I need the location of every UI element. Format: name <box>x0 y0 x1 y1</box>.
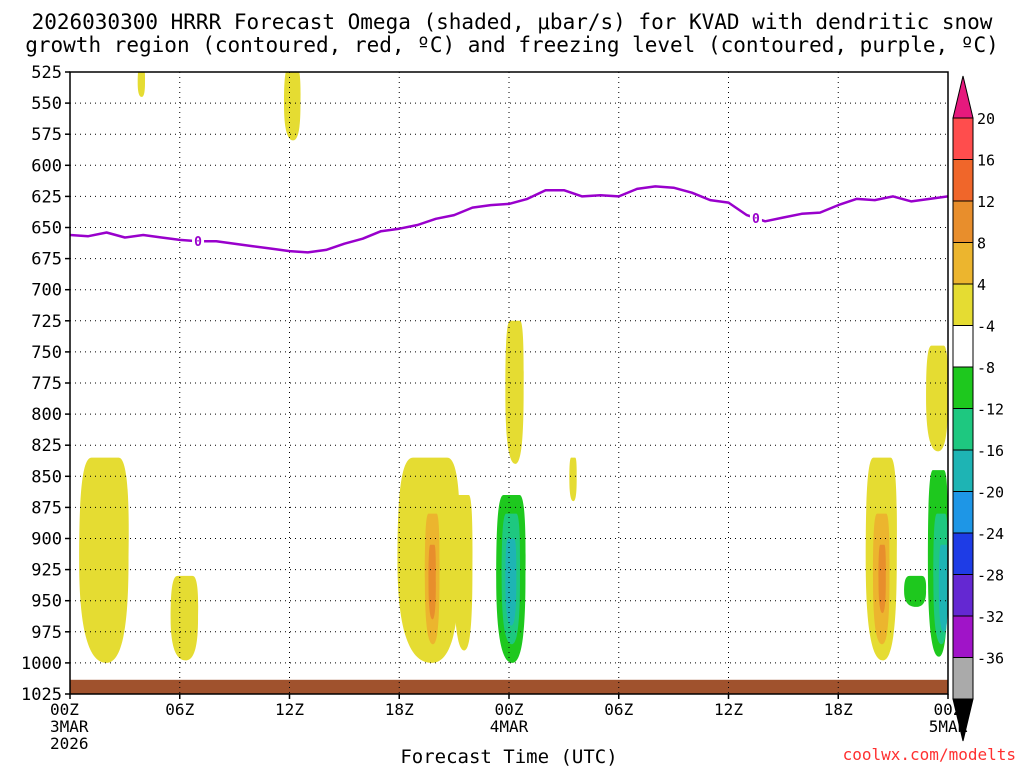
y-tick-label: 825 <box>31 436 62 456</box>
x-tick-label: 06Z <box>165 700 194 719</box>
x-tick-label: 12Z <box>714 700 743 719</box>
freezing-level-label-bg <box>749 210 762 227</box>
colorbar-label: -12 <box>977 401 1004 419</box>
colorbar-label: -32 <box>977 608 1004 626</box>
colorbar-bin <box>952 325 974 368</box>
y-tick-label: 525 <box>31 63 62 83</box>
y-tick-label: 650 <box>31 219 62 239</box>
omega-region <box>904 575 927 607</box>
freezing-level-label: 0 <box>194 235 202 250</box>
y-tick-label: 800 <box>31 405 62 425</box>
colorbar-bin <box>952 283 974 326</box>
colorbar-label: 12 <box>977 193 995 211</box>
y-tick-label: 725 <box>31 312 62 332</box>
chart-title-line-1: 2026030300 HRRR Forecast Omega (shaded, … <box>31 10 993 34</box>
y-tick-label: 750 <box>31 343 62 363</box>
colorbar-label: -24 <box>977 525 1004 543</box>
y-tick-label: 900 <box>31 530 62 550</box>
y-tick-label: 550 <box>31 94 62 114</box>
chart-title-line-2: growth region (contoured, red, ºC) and f… <box>25 33 999 57</box>
x-axis-title: Forecast Time (UTC) <box>400 746 617 768</box>
colorbar-bin <box>952 491 974 534</box>
y-tick-label: 600 <box>31 156 62 176</box>
y-tick-label: 850 <box>31 467 62 487</box>
y-tick-label: 975 <box>31 623 62 643</box>
colorbar-bin <box>952 200 974 243</box>
omega-region <box>454 494 473 651</box>
colorbar-bin <box>952 366 974 409</box>
y-tick-label: 675 <box>31 250 62 270</box>
freezing-level-label: 0 <box>752 212 760 227</box>
colorbar-bottom-arrow <box>952 698 974 742</box>
freezing-level-label-bg <box>192 233 205 250</box>
y-tick-label: 625 <box>31 187 62 207</box>
x-tick-label: 18Z <box>385 700 414 719</box>
x-year-label: 2026 <box>50 734 89 753</box>
x-tick-label: 06Z <box>604 700 633 719</box>
omega-region <box>938 544 948 632</box>
colorbar-label: -20 <box>977 484 1004 502</box>
omega-region <box>569 457 577 502</box>
y-tick-label: 950 <box>31 592 62 612</box>
y-tick-label: 575 <box>31 125 62 145</box>
omega-region <box>505 320 524 464</box>
colorbar-label: -28 <box>977 567 1004 585</box>
y-tick-label: 775 <box>31 374 62 394</box>
omega-region <box>505 538 517 626</box>
x-tick-label: 00Z <box>50 700 79 719</box>
colorbar-bin <box>952 615 974 658</box>
x-date-label: 3MAR <box>50 717 89 736</box>
omega-region <box>878 544 886 614</box>
x-tick-label: 00Z <box>495 700 524 719</box>
plot-area <box>70 72 948 694</box>
omega-region <box>284 72 301 141</box>
colorbar-label: -16 <box>977 442 1004 460</box>
x-date-label: 4MAR <box>490 717 529 736</box>
y-tick-label: 925 <box>31 561 62 581</box>
y-tick-label: 1000 <box>21 654 62 674</box>
colorbar-bin <box>952 159 974 202</box>
colorbar-label: -8 <box>977 359 995 377</box>
omega-region <box>170 575 199 661</box>
omega-region <box>428 544 436 620</box>
colorbar-label: -4 <box>977 318 995 336</box>
colorbar-bin <box>952 242 974 285</box>
colorbar-bin <box>952 408 974 451</box>
colorbar-bin <box>952 574 974 617</box>
omega-region <box>79 457 129 663</box>
x-tick-label: 18Z <box>824 700 853 719</box>
colorbar-bin <box>952 449 974 492</box>
credit-text[interactable]: coolwx.com/modelts <box>842 745 1016 764</box>
y-tick-label: 1025 <box>21 685 62 705</box>
colorbar-label: -36 <box>977 650 1004 668</box>
colorbar-label: 20 <box>977 110 995 128</box>
colorbar-bin <box>952 117 974 160</box>
y-tick-label: 700 <box>31 281 62 301</box>
freezing-level-line <box>70 185 948 254</box>
omega-region <box>137 72 146 97</box>
colorbar-label: 16 <box>977 152 995 170</box>
colorbar-top-arrow <box>952 75 974 119</box>
colorbar-bin <box>952 532 974 575</box>
colorbar-label: 4 <box>977 276 986 294</box>
colorbar-label: 8 <box>977 235 986 253</box>
terrain-strip <box>70 679 948 694</box>
y-tick-label: 875 <box>31 498 62 518</box>
colorbar-bin <box>952 657 974 700</box>
omega-region <box>926 345 948 452</box>
x-tick-label: 12Z <box>275 700 304 719</box>
